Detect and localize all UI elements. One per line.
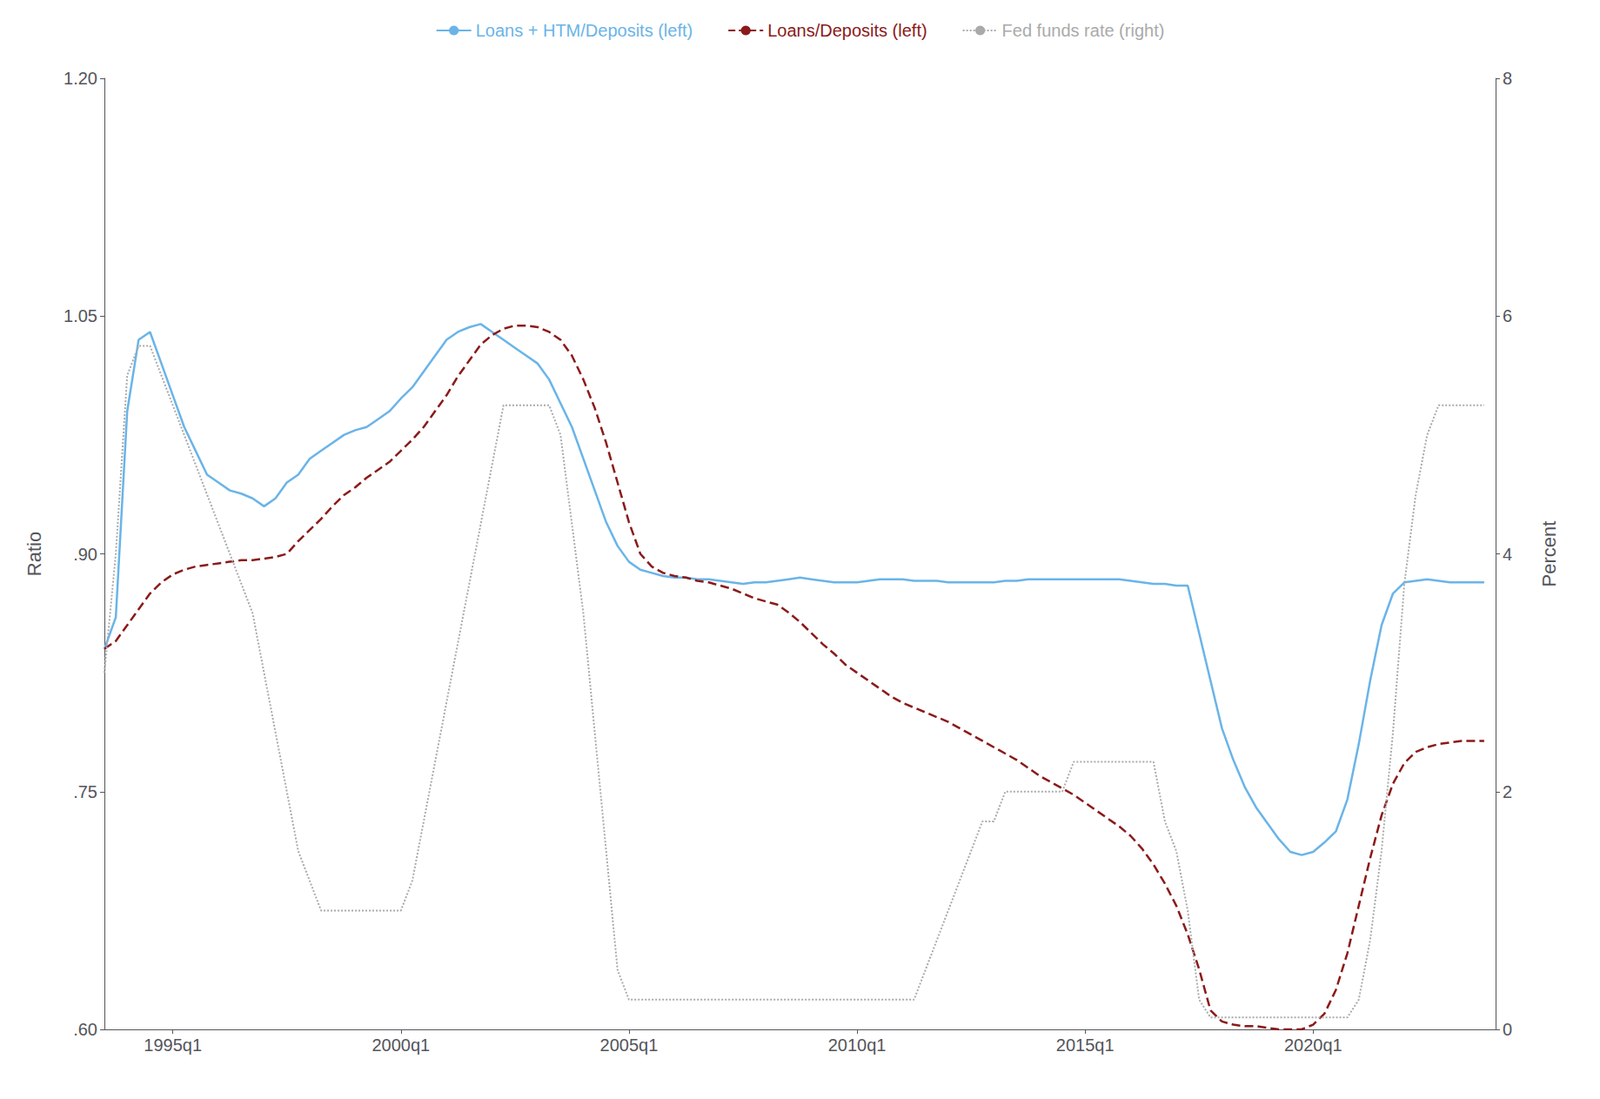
svg-text:1.05: 1.05	[63, 306, 98, 326]
svg-text:.60: .60	[73, 1019, 98, 1039]
svg-text:4: 4	[1502, 544, 1513, 564]
svg-text:2015q1: 2015q1	[1056, 1035, 1115, 1055]
svg-text:.75: .75	[73, 782, 98, 802]
svg-text:Percent: Percent	[1538, 521, 1560, 588]
svg-text:2005q1: 2005q1	[600, 1035, 659, 1055]
svg-text:Fed funds rate (right): Fed funds rate (right)	[1002, 20, 1165, 41]
svg-text:8: 8	[1502, 68, 1513, 88]
svg-text:1995q1: 1995q1	[143, 1035, 202, 1055]
svg-text:0: 0	[1502, 1019, 1513, 1039]
svg-text:2020q1: 2020q1	[1284, 1035, 1343, 1055]
svg-text:2010q1: 2010q1	[828, 1035, 887, 1055]
svg-text:Loans + HTM/Deposits (left): Loans + HTM/Deposits (left)	[475, 20, 694, 41]
svg-text:Loans/Deposits (left): Loans/Deposits (left)	[767, 20, 927, 41]
svg-text:1.20: 1.20	[63, 68, 98, 88]
svg-text:6: 6	[1502, 306, 1513, 326]
svg-text:.90: .90	[73, 544, 98, 564]
svg-text:2: 2	[1502, 782, 1513, 802]
svg-text:Ratio: Ratio	[23, 531, 46, 576]
svg-text:2000q1: 2000q1	[371, 1035, 430, 1055]
